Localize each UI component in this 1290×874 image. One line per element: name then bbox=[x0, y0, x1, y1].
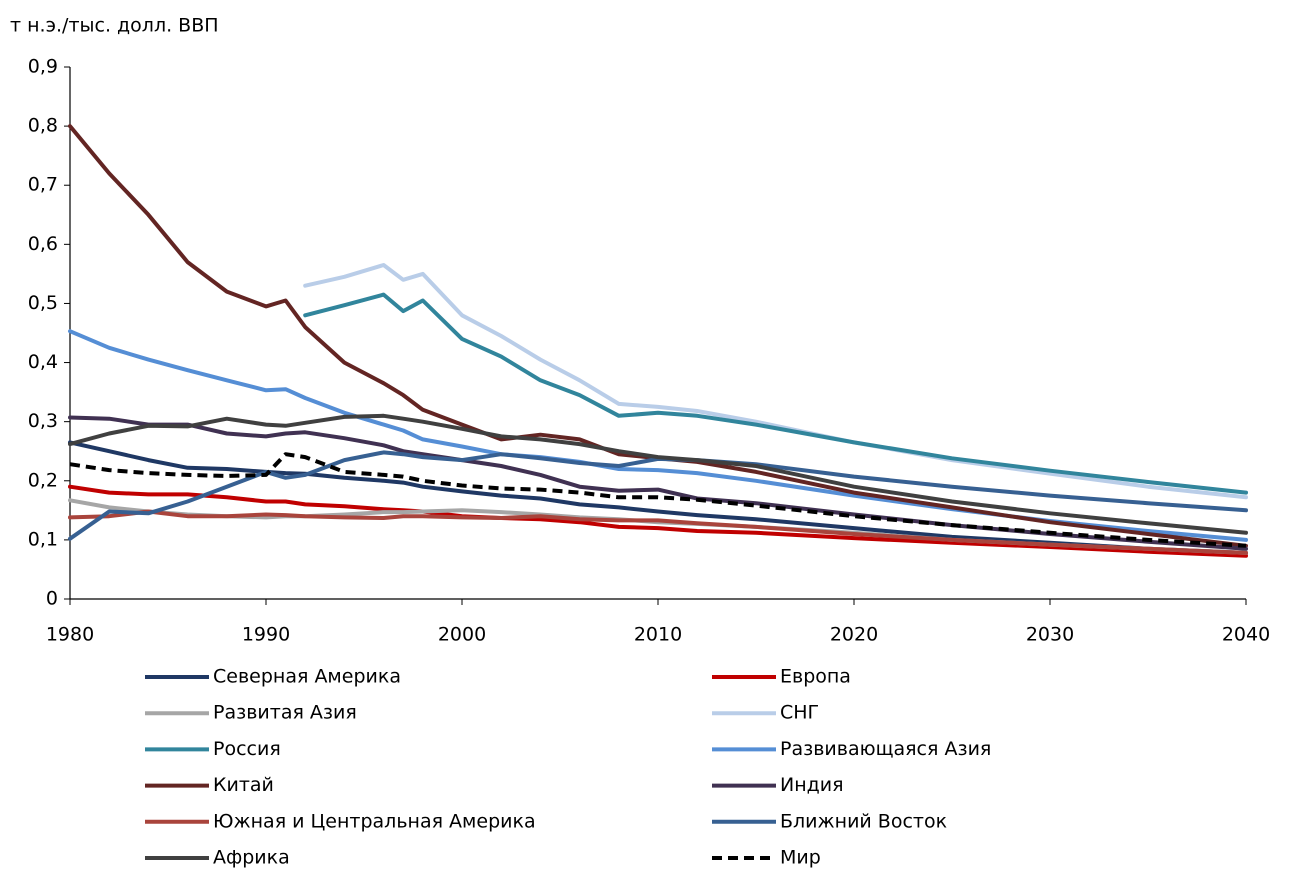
y-tick-label: 0,9 bbox=[28, 56, 58, 78]
y-tick-label: 0,6 bbox=[28, 233, 58, 255]
series-line bbox=[303, 292, 1248, 495]
x-tick-label: 2010 bbox=[634, 624, 682, 646]
y-tick-label: 0,1 bbox=[28, 528, 58, 550]
legend-label: Африка bbox=[213, 847, 290, 869]
x-tick-label: 2020 bbox=[830, 624, 878, 646]
legend-label: Южная и Центральная Америка bbox=[213, 810, 536, 832]
y-tick-label: 0,5 bbox=[28, 292, 58, 314]
series-line bbox=[68, 124, 1248, 548]
legend-label: Развитая Азия bbox=[213, 702, 357, 724]
series-line bbox=[68, 509, 1248, 555]
y-tick-label: 0 bbox=[46, 588, 58, 610]
legend-label: Европа bbox=[780, 666, 851, 688]
x-tick-label: 2030 bbox=[1026, 624, 1074, 646]
x-tick-label: 1990 bbox=[242, 624, 290, 646]
y-tick-label: 0,3 bbox=[28, 410, 58, 432]
series-line bbox=[303, 263, 1248, 500]
y-tick-label: 0,7 bbox=[28, 174, 58, 196]
x-tick-label: 2040 bbox=[1222, 624, 1270, 646]
series-line bbox=[69, 452, 1247, 548]
legend-label: Ближний Восток bbox=[780, 810, 947, 832]
y-axis-label: т н.э./тыс. долл. ВВП bbox=[10, 15, 219, 37]
series-line bbox=[68, 450, 1248, 541]
y-tick-label: 0,2 bbox=[28, 469, 58, 491]
x-tick-label: 1980 bbox=[46, 624, 94, 646]
series-line bbox=[68, 413, 1248, 535]
legend-label: СНГ bbox=[780, 702, 819, 724]
series-line bbox=[68, 440, 1248, 555]
legend-label: Индия bbox=[780, 774, 844, 796]
legend-label: Северная Америка bbox=[213, 666, 401, 688]
x-tick-label: 2000 bbox=[438, 624, 486, 646]
legend-label: Мир bbox=[780, 847, 821, 869]
legend-label: Развивающаяся Азия bbox=[780, 738, 991, 760]
y-tick-label: 0,4 bbox=[28, 351, 58, 373]
series-line bbox=[68, 329, 1248, 542]
y-tick-label: 0,8 bbox=[28, 115, 58, 137]
legend-label: Китай bbox=[213, 774, 274, 796]
legend-label: Россия bbox=[213, 738, 281, 760]
